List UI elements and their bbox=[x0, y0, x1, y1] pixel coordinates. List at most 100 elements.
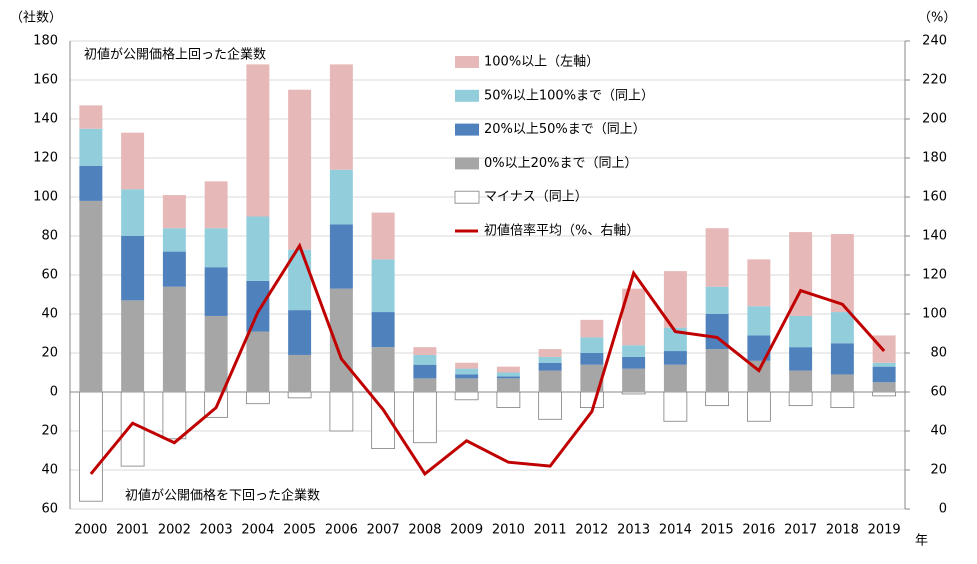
y-tick-label: 60 bbox=[41, 502, 58, 517]
bar-segment bbox=[747, 360, 771, 392]
bar-segment bbox=[580, 337, 604, 353]
x-tick-label: 2016 bbox=[742, 523, 775, 538]
bar-segment bbox=[830, 391, 855, 409]
bar-segment bbox=[872, 391, 897, 397]
bar-segment bbox=[162, 195, 186, 229]
x-tick-label: 2017 bbox=[784, 523, 817, 538]
bar-segment bbox=[413, 378, 437, 392]
x-tick-label: 2019 bbox=[868, 523, 901, 538]
legend-label: 20%以上50%まで（同上） bbox=[484, 122, 646, 137]
bar-segment bbox=[830, 312, 854, 344]
x-tick-label: 2004 bbox=[241, 523, 274, 538]
bar-segment bbox=[371, 212, 395, 260]
x-tick-label: 2009 bbox=[450, 523, 483, 538]
legend-swatch bbox=[455, 56, 479, 68]
bar-segment bbox=[204, 181, 228, 229]
bar-segment bbox=[162, 251, 186, 287]
bar-segment bbox=[371, 347, 395, 392]
bar-segment bbox=[747, 335, 771, 361]
annotation: 初値が公開価格を下回った企業数 bbox=[125, 488, 320, 504]
bar-segment bbox=[747, 306, 771, 336]
legend-swatch bbox=[455, 157, 479, 170]
annotation: 初値が公開価格上回った企業数 bbox=[84, 47, 266, 63]
bar-segment bbox=[78, 391, 103, 502]
bar-segment bbox=[455, 374, 479, 379]
y2-tick-label: 120 bbox=[922, 268, 947, 283]
bar-segment bbox=[538, 349, 562, 357]
bar-segment bbox=[496, 366, 520, 373]
bar-segment bbox=[705, 228, 729, 287]
bar-segment bbox=[79, 200, 103, 392]
legend-swatch bbox=[454, 190, 480, 204]
bar-segment bbox=[121, 300, 145, 392]
bar-segment bbox=[288, 89, 312, 250]
legend-label: マイナス（同上） bbox=[484, 190, 588, 205]
legend-swatch bbox=[455, 89, 479, 102]
bar-segment bbox=[663, 391, 688, 422]
bar-segment bbox=[872, 382, 896, 392]
bar-segment bbox=[329, 224, 353, 289]
bar-segment bbox=[622, 345, 646, 357]
bar-segment bbox=[496, 378, 520, 392]
y2-tick-label: 100 bbox=[922, 307, 947, 322]
bar-segment bbox=[830, 374, 854, 392]
bar-segment bbox=[79, 105, 103, 129]
legend-swatch bbox=[455, 123, 479, 136]
bar-segment bbox=[162, 391, 187, 440]
bar-segment bbox=[287, 391, 312, 399]
bar-segment bbox=[288, 310, 312, 355]
y2-tick-label: 200 bbox=[922, 112, 947, 127]
bar-segment bbox=[663, 364, 687, 392]
bar-segment bbox=[121, 132, 145, 190]
bar-segment bbox=[830, 234, 854, 313]
bar-segment bbox=[246, 64, 270, 217]
x-tick-label: 2013 bbox=[617, 523, 650, 538]
bar-segment bbox=[580, 353, 604, 365]
y-tick-label: 80 bbox=[41, 229, 58, 244]
bar-segment bbox=[413, 354, 437, 365]
x-tick-label: 2012 bbox=[575, 523, 608, 538]
x-tick-label: 2008 bbox=[408, 523, 441, 538]
bar-segment bbox=[246, 331, 270, 392]
bar-segment bbox=[245, 391, 270, 405]
bar-segment bbox=[872, 366, 896, 383]
bar-segment bbox=[621, 391, 646, 395]
y2-tick-label: 0 bbox=[939, 502, 947, 517]
bar-segment bbox=[538, 356, 562, 363]
bar-segment bbox=[79, 165, 103, 201]
bar-segment bbox=[162, 286, 186, 392]
bar-segment bbox=[789, 347, 813, 371]
bar-segment bbox=[580, 319, 604, 338]
bar-segment bbox=[246, 216, 270, 281]
bar-segment bbox=[371, 312, 395, 348]
bar-segment bbox=[413, 364, 437, 379]
bar-segment bbox=[121, 236, 145, 301]
x-tick-label: 2005 bbox=[283, 523, 316, 538]
y-tick-label: 140 bbox=[33, 112, 58, 127]
bar-segment bbox=[746, 391, 771, 422]
bar-segment bbox=[788, 391, 813, 407]
bar-segment bbox=[246, 280, 270, 332]
y-tick-label: 0 bbox=[50, 385, 58, 400]
bar-segment bbox=[454, 391, 479, 401]
bar-segment bbox=[288, 354, 312, 392]
y-tick-label: 40 bbox=[41, 463, 58, 478]
bar-segment bbox=[204, 228, 228, 268]
bar-segment bbox=[412, 391, 437, 444]
bar-segment bbox=[789, 370, 813, 392]
bar-segment bbox=[455, 368, 479, 375]
bar-segment bbox=[455, 362, 479, 369]
y-tick-label: 20 bbox=[41, 346, 58, 361]
x-tick-label: 2006 bbox=[325, 523, 358, 538]
x-tick-label: 2003 bbox=[200, 523, 233, 538]
bar-segment bbox=[538, 391, 563, 420]
bar-segment bbox=[789, 232, 813, 316]
bar-segment bbox=[455, 378, 479, 392]
bar-segment bbox=[79, 128, 103, 166]
y-tick-label: 60 bbox=[41, 268, 58, 283]
bar-segment bbox=[705, 391, 730, 407]
bar-segment bbox=[329, 391, 354, 432]
bar-segment bbox=[747, 259, 771, 307]
x-tick-label: 2011 bbox=[534, 523, 567, 538]
